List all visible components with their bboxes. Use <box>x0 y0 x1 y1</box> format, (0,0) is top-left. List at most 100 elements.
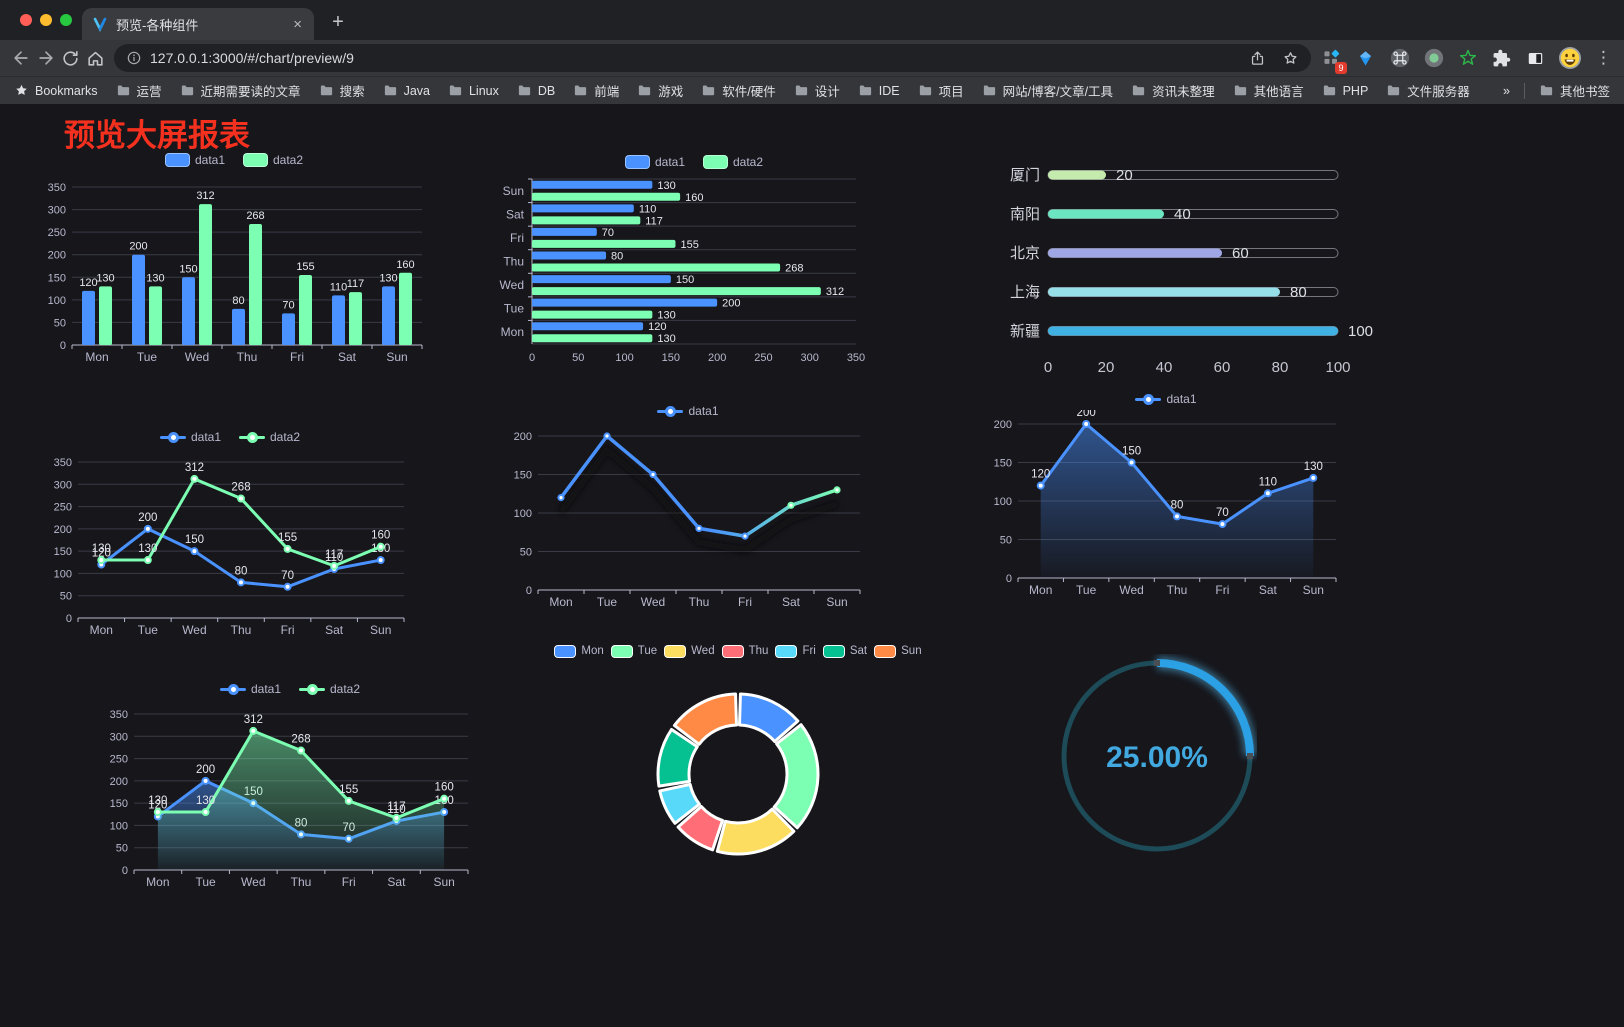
legend-item[interactable]: data1 <box>657 404 719 418</box>
svg-text:0: 0 <box>529 352 535 364</box>
chart-gradient-line[interactable]: data1 0 50 100 150 200 Mon Tue Wed Thu Fri Sat Sun <box>504 400 872 610</box>
legend-item[interactable]: data1 <box>624 155 685 169</box>
recorder-extension-icon[interactable] <box>1421 46 1446 71</box>
legend-label: Fri <box>802 645 816 657</box>
browser-menu-icon[interactable]: ⋮ <box>1595 48 1612 67</box>
reload-button[interactable] <box>58 45 83 71</box>
legend-item[interactable]: data2 <box>299 682 360 696</box>
shortcut-extension-icon[interactable] <box>1387 46 1412 71</box>
svg-text:250: 250 <box>54 502 72 514</box>
chart-city-progress[interactable]: 厦门 20 南阳 40 北京 60 上海 80 新疆 100 0 20 40 60 80 100 <box>1000 159 1380 389</box>
url-text[interactable]: 127.0.0.1:3000/#/chart/preview/9 <box>150 50 354 66</box>
bookmark-item[interactable]: 项目 <box>918 81 964 100</box>
legend-item[interactable]: Tue <box>610 644 658 658</box>
home-button[interactable] <box>83 45 108 71</box>
window-zoom-button[interactable] <box>60 14 72 26</box>
address-bar[interactable]: 127.0.0.1:3000/#/chart/preview/9 <box>114 44 1311 72</box>
svg-text:Wed: Wed <box>641 595 665 609</box>
bookmark-star-icon[interactable] <box>1282 50 1299 67</box>
bookmarks-overflow-chevron[interactable]: » <box>1503 83 1510 98</box>
share-icon[interactable] <box>1249 50 1266 67</box>
chart-horizontal-bar[interactable]: data1 data2 0 50 100 150 200 250 300 350 Sun 130 160… <box>494 151 894 366</box>
forward-button[interactable] <box>33 45 58 71</box>
legend-swatch-icon <box>775 644 798 658</box>
folder-icon <box>1234 85 1246 96</box>
other-bookmarks[interactable]: 其他书签 <box>1539 81 1610 100</box>
folder-icon <box>518 85 530 96</box>
legend-item[interactable]: data1 <box>1135 392 1197 406</box>
folder-icon <box>859 85 871 96</box>
svg-text:Tue: Tue <box>195 875 216 889</box>
legend-item[interactable]: data2 <box>243 153 303 167</box>
chart-gauge-ring[interactable]: 25.00% <box>1057 654 1257 861</box>
chart-line-two-series[interactable]: data1 data2 0 50 100 150 200 250 300 350 Mon Tue Wed… <box>44 426 416 638</box>
side-panel-icon[interactable] <box>1523 46 1548 71</box>
svg-text:110: 110 <box>330 281 348 293</box>
legend-item[interactable]: data1 <box>219 682 281 696</box>
svg-text:Sat: Sat <box>506 207 525 221</box>
bookmarks-root[interactable]: Bookmarks <box>14 83 98 98</box>
bookmark-item[interactable]: 网站/博客/文章/工具 <box>982 81 1113 100</box>
svg-text:150: 150 <box>514 470 532 482</box>
svg-text:Sat: Sat <box>1259 583 1278 597</box>
chart-area-two-series[interactable]: data1 data2 0 50 100 150 200 250 300 350 Mon Tue Wed… <box>100 678 480 890</box>
svg-text:Fri: Fri <box>281 623 295 637</box>
legend-item[interactable]: Thu <box>721 644 768 658</box>
legend-item[interactable]: Mon <box>554 644 604 658</box>
bookmark-item[interactable]: 前端 <box>573 81 619 100</box>
chart-grouped-bar[interactable]: data1 data2 0 50 100 150 200 250 300 350 Mon Tue Wed… <box>38 149 430 367</box>
legend-item[interactable]: Fri <box>775 644 816 658</box>
bookmark-item[interactable]: 运营 <box>116 81 162 100</box>
bookmark-label: 运营 <box>136 85 162 99</box>
bookmark-item[interactable]: IDE <box>858 83 900 98</box>
window-minimize-button[interactable] <box>40 14 52 26</box>
bookmark-item[interactable]: Linux <box>448 83 499 98</box>
bookmark-item[interactable]: 文件服务器 <box>1386 81 1470 100</box>
legend-label: data1 <box>688 404 719 418</box>
legend-line-icon <box>299 683 325 695</box>
legend-item[interactable]: Sat <box>822 644 867 658</box>
bookmark-label: DB <box>537 83 556 98</box>
svg-text:100: 100 <box>1325 359 1350 376</box>
browser-tab[interactable]: 预览-各种组件 × <box>82 8 314 40</box>
legend-label: data1 <box>654 155 685 169</box>
green-star-extension-icon[interactable] <box>1455 46 1480 71</box>
svg-text:Fri: Fri <box>510 231 524 245</box>
bookmark-item[interactable]: PHP <box>1322 83 1368 98</box>
folder-icon <box>1388 85 1400 96</box>
legend-item[interactable]: Wed <box>664 644 715 658</box>
site-info-icon[interactable] <box>126 50 142 66</box>
bookmark-item[interactable]: 资讯未整理 <box>1131 81 1215 100</box>
svg-text:25.00%: 25.00% <box>1106 741 1208 774</box>
tab-close-icon[interactable]: × <box>293 15 302 33</box>
window-close-button[interactable] <box>20 14 32 26</box>
bookmark-item[interactable]: DB <box>517 83 555 98</box>
gem-extension-icon[interactable] <box>1353 46 1378 71</box>
bookmark-item[interactable]: 游戏 <box>637 81 683 100</box>
bookmark-item[interactable]: 设计 <box>794 81 840 100</box>
legend-item[interactable]: data1 <box>159 430 221 444</box>
extensions-puzzle-icon[interactable] <box>1489 46 1514 71</box>
legend-item[interactable]: data1 <box>164 153 225 167</box>
profile-avatar[interactable] <box>1557 46 1582 71</box>
legend-label: data2 <box>270 430 301 444</box>
svg-text:120: 120 <box>148 800 167 812</box>
chart-donut-pie[interactable]: Mon Tue Wed Thu Fri Sat Sun <box>544 640 932 886</box>
bookmark-item[interactable]: 搜索 <box>319 81 365 100</box>
folder-icon <box>1540 85 1553 96</box>
tampermonkey-extension-icon[interactable]: 9 <box>1319 46 1347 74</box>
back-button[interactable] <box>8 45 33 71</box>
legend-label: Tue <box>637 645 658 657</box>
legend-item[interactable]: data2 <box>703 155 763 169</box>
bookmark-label: IDE <box>878 83 900 98</box>
bookmark-item[interactable]: Java <box>383 83 430 98</box>
legend-item[interactable]: Sun <box>874 644 922 658</box>
svg-text:南阳: 南阳 <box>1010 206 1040 223</box>
bookmark-item[interactable]: 其他语言 <box>1233 81 1304 100</box>
bookmark-item[interactable]: 软件/硬件 <box>701 81 776 100</box>
svg-text:100: 100 <box>110 820 128 832</box>
chart-area-blue[interactable]: data1 0 50 100 150 200 Mon Tue Wed Thu Fri Sat Sun 12… <box>984 388 1348 598</box>
bookmark-item[interactable]: 近期需要读的文章 <box>180 81 301 100</box>
legend-item[interactable]: data2 <box>239 430 300 444</box>
new-tab-button[interactable]: + <box>332 10 344 33</box>
